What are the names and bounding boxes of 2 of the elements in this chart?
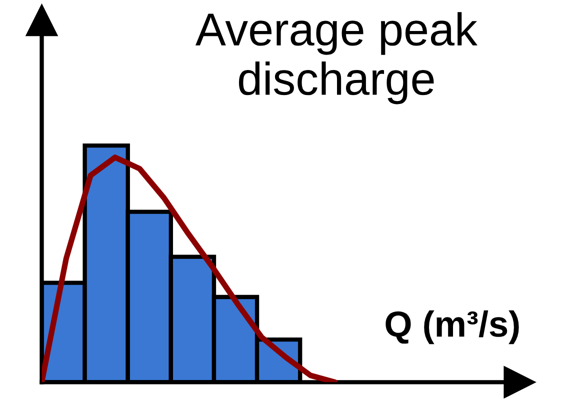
x-axis-title: Q (m³/s) — [386, 310, 519, 344]
chart-title: Average peak discharge — [195, 12, 478, 104]
